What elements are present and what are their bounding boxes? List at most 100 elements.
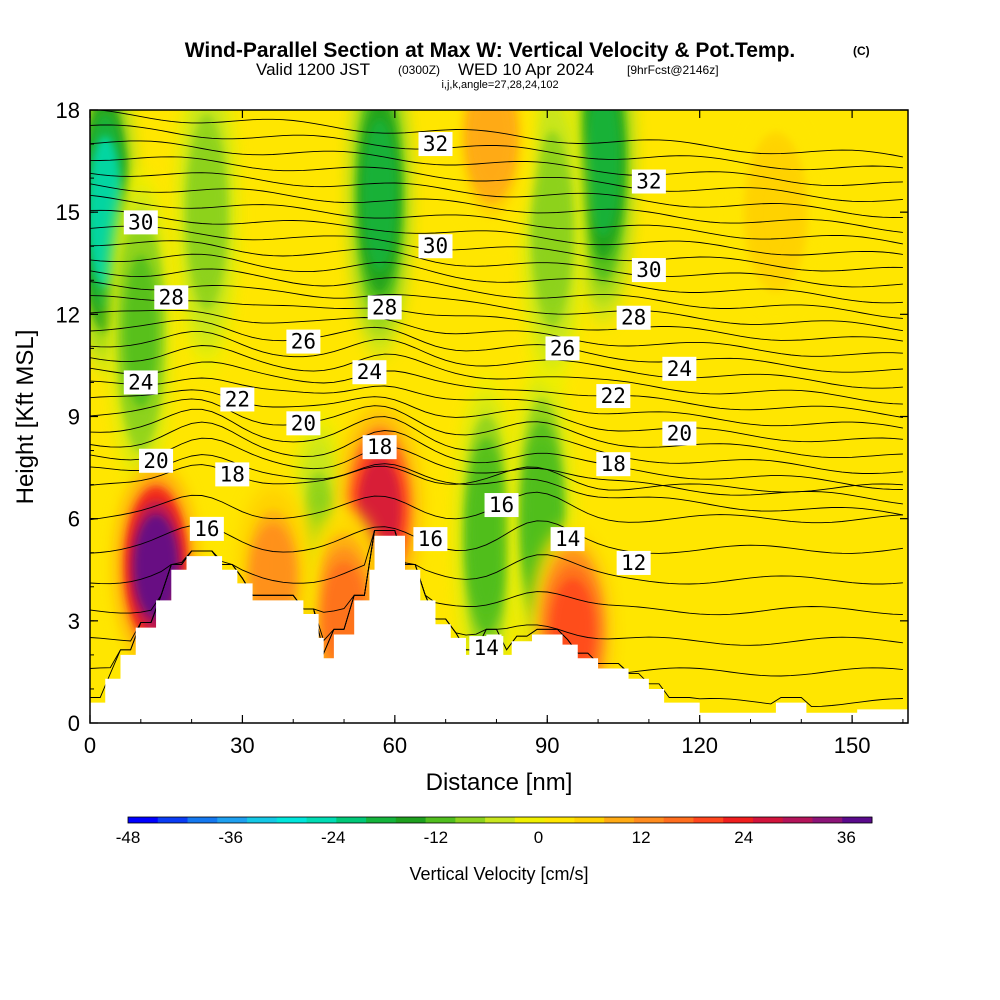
isentrope-label-14: 22 xyxy=(596,384,631,409)
isentrope-line-4 xyxy=(90,530,903,585)
isentrope-label-3: 30 xyxy=(418,234,453,259)
isentrope-label-text: 30 xyxy=(128,210,153,234)
isentrope-label-text: 24 xyxy=(667,357,692,381)
isentrope-line-15 xyxy=(90,361,903,418)
isentrope-label-box xyxy=(154,285,189,310)
colorbar-tick-label: -12 xyxy=(424,828,449,847)
isentrope-label-box xyxy=(616,305,651,330)
plot-area: 32 32 30 30 30 28 28 28 26 26 24 24 24 22 22 20 20 20 18 18… xyxy=(90,110,908,723)
isentrope-line-16 xyxy=(90,345,903,405)
isentrope-line-24 xyxy=(90,240,903,288)
isentrope-label-box xyxy=(286,411,321,436)
isentrope-label-text: 26 xyxy=(291,330,316,354)
copyright-mark: (C) xyxy=(853,44,870,58)
isentrope-label-text: 18 xyxy=(601,452,626,476)
isentrope-label-box xyxy=(123,210,158,235)
isentrope-line-10 xyxy=(90,421,903,490)
y-axis-label: Height [Kft MSL] xyxy=(12,330,39,505)
isentrope-label-9: 26 xyxy=(545,336,580,361)
isentrope-line-32 xyxy=(90,124,903,171)
isentrope-line-28 xyxy=(90,183,903,233)
x-tick-label: 60 xyxy=(383,733,407,758)
isentrope-label-box xyxy=(413,527,448,552)
colorbar-swatch xyxy=(157,817,189,823)
downdraft-core-5-level-4 xyxy=(190,136,224,289)
isentrope-line-23 xyxy=(90,253,903,304)
colorbar-swatch xyxy=(395,817,427,823)
forecast-tag: [9hrFcst@2146z] xyxy=(627,63,719,77)
valid-utc: (0300Z) xyxy=(398,63,440,77)
updraft-core-5-level-4 xyxy=(469,110,513,190)
isentrope-label-text: 12 xyxy=(621,551,646,575)
isentrope-label-text: 20 xyxy=(667,422,692,446)
isentrope-label-4: 30 xyxy=(631,258,666,283)
isentrope-label-20: 18 xyxy=(596,452,631,477)
chart-title: Wind-Parallel Section at Max W: Vertical… xyxy=(185,39,796,62)
isentrope-label-box xyxy=(662,421,697,446)
isentrope-label-box xyxy=(286,329,321,354)
isentrope-label-7: 28 xyxy=(616,305,651,330)
isentrope-line-19 xyxy=(90,309,903,357)
isentrope-label-box xyxy=(550,527,585,552)
colorbar-tick-label: -24 xyxy=(321,828,346,847)
isentrope-label-box xyxy=(616,550,651,575)
isentrope-label-text: 18 xyxy=(367,435,392,459)
isentrope-label-text: 28 xyxy=(621,306,646,330)
isentrope-line-8 xyxy=(90,454,903,516)
y-tick-label: 0 xyxy=(68,711,80,736)
isentrope-label-21: 16 xyxy=(189,516,224,541)
isentrope-label-19: 18 xyxy=(362,435,397,460)
isentrope-label-box xyxy=(469,636,504,661)
isentrope-label-box xyxy=(367,295,402,320)
isentrope-label-text: 14 xyxy=(555,527,580,551)
isentrope-label-text: 18 xyxy=(220,462,245,486)
colorbar-swatch xyxy=(366,817,397,823)
isentrope-label-text: 32 xyxy=(423,132,448,156)
isentrope-line-26 xyxy=(90,209,903,256)
isentrope-label-box xyxy=(545,336,580,361)
isentrope-label-24: 14 xyxy=(550,527,585,552)
isentrope-label-box xyxy=(596,384,631,409)
colorbar-swatch xyxy=(633,817,665,823)
colorbar-swatch xyxy=(544,817,575,823)
isentrope-label-22: 16 xyxy=(484,493,519,518)
x-tick-label: 0 xyxy=(84,733,96,758)
isentrope-label-text: 30 xyxy=(636,258,661,282)
colorbar-swatch xyxy=(485,817,516,823)
isentrope-label-text: 26 xyxy=(550,336,575,360)
colorbar-swatch xyxy=(128,817,159,823)
isentrope-label-text: 24 xyxy=(128,370,153,394)
isentrope-line-27 xyxy=(90,194,903,245)
colorbar-swatch xyxy=(217,817,248,823)
colorbar-frame xyxy=(127,816,873,824)
isentrope-label-15: 20 xyxy=(286,411,321,436)
isentrope-label-box xyxy=(123,370,158,395)
isentrope-label-text: 22 xyxy=(225,387,250,411)
isentrope-line-33 xyxy=(93,110,903,158)
colorbar-label: Vertical Velocity [cm/s] xyxy=(409,864,588,884)
isentrope-label-text: 24 xyxy=(357,360,382,384)
isentrope-label-2: 30 xyxy=(123,210,158,235)
colorbar-swatch xyxy=(723,817,754,823)
colorbar-swatch xyxy=(842,817,873,823)
isentrope-label-1: 32 xyxy=(631,169,666,194)
colorbar-swatch xyxy=(812,817,843,823)
isentrope-label-0: 32 xyxy=(418,132,453,157)
downdraft-core-2-level-4 xyxy=(586,110,620,238)
isentrope-label-box xyxy=(418,234,453,259)
isentrope-label-text: 30 xyxy=(423,234,448,258)
colorbar-swatch xyxy=(425,817,456,823)
isentrope-line-5 xyxy=(90,520,903,554)
isentrope-line-9 xyxy=(90,437,903,505)
isentrope-label-5: 28 xyxy=(154,285,189,310)
x-axis: 0 30 60 90 120 150 xyxy=(84,110,904,758)
isentrope-label-17: 20 xyxy=(662,421,697,446)
isentrope-line-14 xyxy=(90,377,903,429)
x-tick-label: 120 xyxy=(681,733,718,758)
isentrope-label-text: 28 xyxy=(159,285,184,309)
isentrope-label-text: 20 xyxy=(143,449,168,473)
colorbar-swatch xyxy=(663,817,694,823)
x-axis-label: Distance [nm] xyxy=(426,769,573,796)
isentrope-label-18: 18 xyxy=(215,462,250,487)
